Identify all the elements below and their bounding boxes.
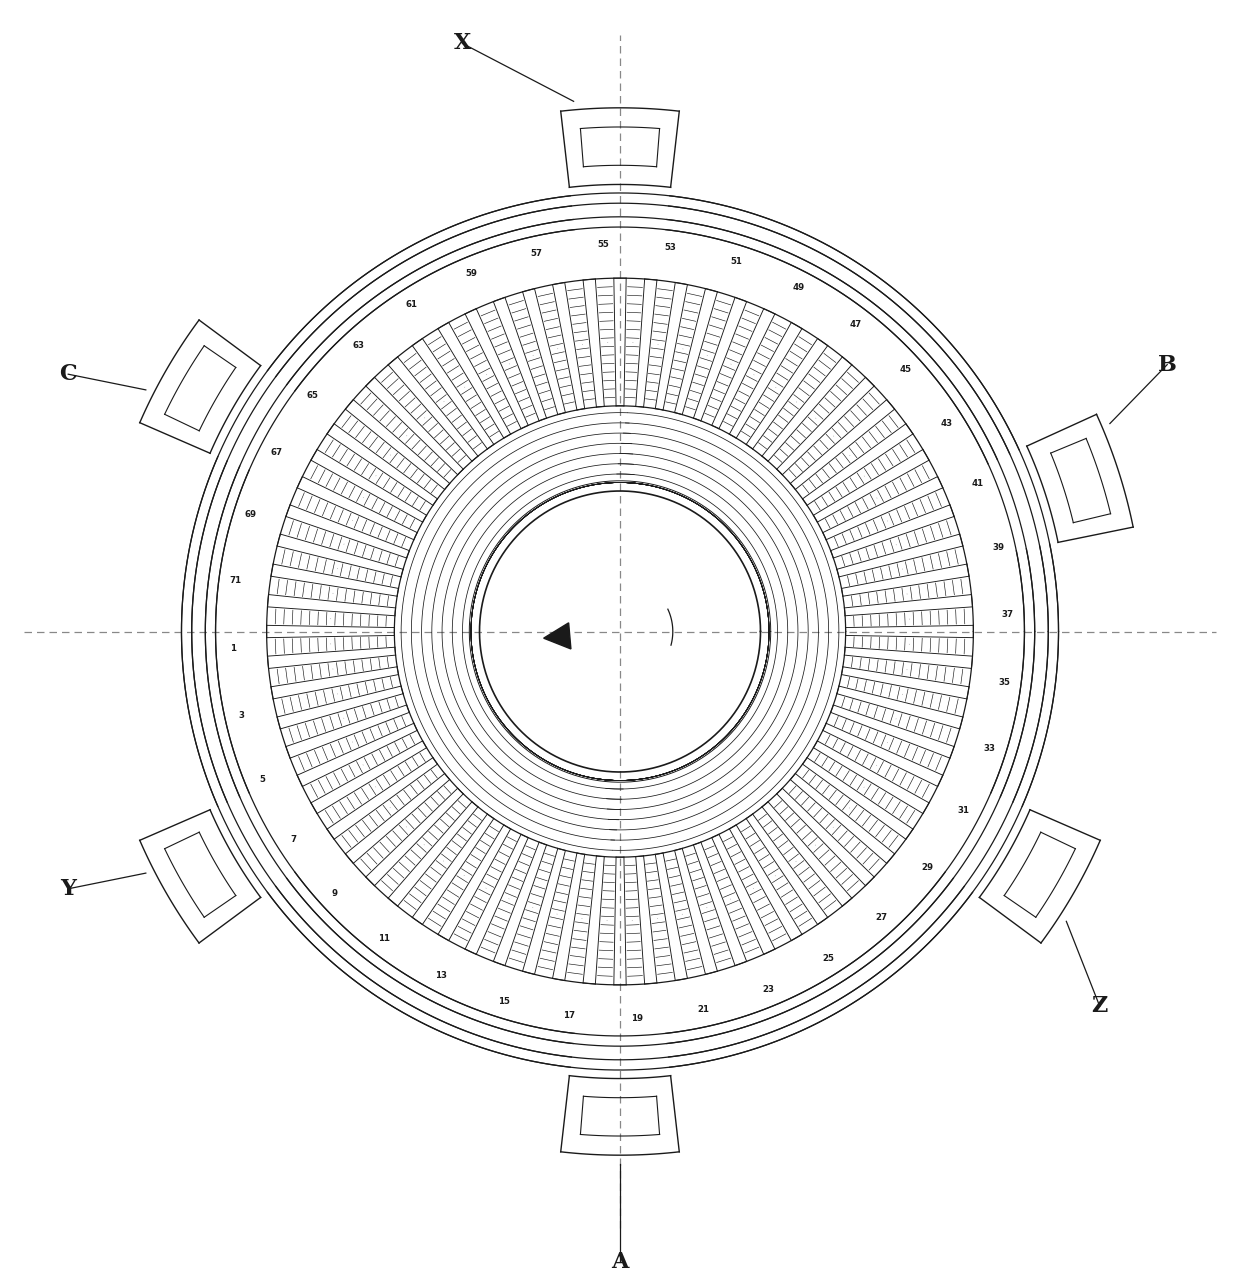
Text: 39: 39 — [992, 543, 1004, 552]
Text: 3: 3 — [239, 711, 244, 720]
Text: 9: 9 — [331, 889, 337, 898]
Text: 31: 31 — [957, 806, 970, 815]
Text: 35: 35 — [998, 678, 1011, 687]
Text: 33: 33 — [983, 744, 996, 753]
Text: 27: 27 — [875, 912, 888, 921]
Text: 25: 25 — [822, 954, 835, 963]
Text: 21: 21 — [698, 1005, 709, 1014]
Text: 67: 67 — [270, 448, 283, 457]
Polygon shape — [543, 623, 570, 648]
Text: 47: 47 — [849, 320, 862, 329]
Text: 51: 51 — [730, 257, 743, 266]
Text: 69: 69 — [244, 511, 257, 520]
Text: 55: 55 — [598, 240, 609, 248]
Text: 19: 19 — [631, 1014, 642, 1023]
Text: 43: 43 — [941, 419, 952, 428]
Text: 7: 7 — [290, 836, 296, 845]
Text: 13: 13 — [435, 971, 448, 980]
Text: 59: 59 — [466, 269, 477, 278]
Text: X: X — [454, 32, 471, 55]
Text: 41: 41 — [972, 479, 985, 488]
Text: 11: 11 — [378, 934, 391, 943]
Text: 65: 65 — [306, 391, 319, 400]
Text: 1: 1 — [229, 643, 236, 652]
Text: 17: 17 — [563, 1012, 575, 1020]
Text: 5: 5 — [259, 776, 265, 785]
Text: Z: Z — [1091, 995, 1107, 1018]
Text: 15: 15 — [497, 996, 510, 1005]
Text: 61: 61 — [405, 301, 418, 310]
Text: 37: 37 — [1001, 610, 1013, 619]
Text: 29: 29 — [921, 862, 934, 871]
Text: 53: 53 — [665, 243, 677, 252]
Text: 45: 45 — [900, 366, 911, 375]
Text: 63: 63 — [352, 341, 365, 350]
Text: 49: 49 — [792, 283, 805, 292]
Text: A: A — [611, 1251, 629, 1273]
Text: 71: 71 — [229, 576, 242, 586]
Text: C: C — [60, 363, 77, 385]
Text: 23: 23 — [763, 985, 774, 994]
Text: Y: Y — [61, 878, 76, 899]
Text: 57: 57 — [531, 248, 542, 257]
Text: B: B — [1158, 354, 1177, 376]
